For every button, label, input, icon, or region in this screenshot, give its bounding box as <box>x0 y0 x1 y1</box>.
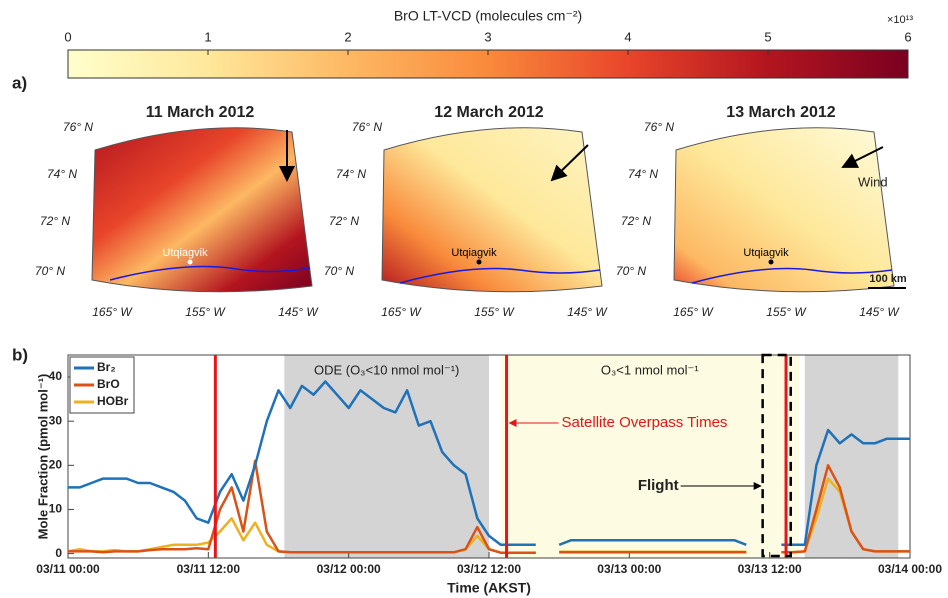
longitude-label: 155° W <box>185 305 226 319</box>
wind-arrow <box>550 144 589 182</box>
legend-label: BrO <box>97 377 120 391</box>
colorbar-tick-label: 4 <box>624 29 631 44</box>
latitude-label: 76° N <box>644 120 674 134</box>
wind-label: Wind <box>858 174 888 189</box>
longitude-label: 145° W <box>859 305 900 319</box>
latitude-label: 70° N <box>324 264 354 278</box>
x-tick-label: 03/14 00:00 <box>878 562 942 576</box>
colorbar-tick-label: 1 <box>204 29 211 44</box>
longitude-label: 145° W <box>278 305 319 319</box>
longitude-label: 145° W <box>567 305 608 319</box>
latitude-label: 74° N <box>336 167 366 181</box>
longitude-label: 155° W <box>766 305 807 319</box>
town-label: Utqiagvik <box>743 247 789 259</box>
latitude-label: 74° N <box>47 167 77 181</box>
x-tick-label: 03/12 12:00 <box>457 562 521 576</box>
colorbar-label: BrO LT-VCD (molecules cm⁻²) <box>394 8 582 24</box>
town-label: Utqiagvik <box>162 247 208 259</box>
map-title: 13 March 2012 <box>726 104 836 121</box>
y-tick-label: 40 <box>49 369 63 383</box>
panel-label: b) <box>12 345 28 364</box>
colorbar-tick-label: 3 <box>484 29 491 44</box>
flight-box <box>761 353 792 558</box>
x-tick-label: 03/13 12:00 <box>738 562 802 576</box>
latitude-label: 76° N <box>63 120 93 134</box>
coastline <box>691 267 893 284</box>
shaded-region <box>284 355 489 558</box>
map-panel <box>91 127 906 293</box>
coastline <box>399 267 601 284</box>
colorbar-tick-label: 2 <box>344 29 351 44</box>
map-title: 12 March 2012 <box>434 104 544 121</box>
longitude-label: 155° W <box>474 305 515 319</box>
latitude-label: 72° N <box>40 214 70 228</box>
latitude-label: 70° N <box>616 264 646 278</box>
colorbar-exponent: ×10¹³ <box>887 14 913 26</box>
x-tick-label: 03/12 00:00 <box>317 562 381 576</box>
y-tick-label: 10 <box>49 502 63 516</box>
wind-arrow <box>841 146 884 168</box>
overpass-label: Satellite Overpass Times <box>562 414 728 431</box>
region-label: O₃<1 nmol mol⁻¹ <box>601 362 699 377</box>
x-axis-label: Time (AKST) <box>447 580 531 596</box>
latitude-label: 74° N <box>628 167 658 181</box>
latitude-label: 72° N <box>621 214 651 228</box>
y-axis-label: Mole Fraction (pmol mol⁻¹) <box>35 374 50 540</box>
shaded-region <box>500 355 799 558</box>
town-marker <box>768 259 774 265</box>
series-line <box>68 380 910 547</box>
coastline <box>109 265 311 281</box>
latitude-label: 76° N <box>352 120 382 134</box>
longitude-label: 165° W <box>381 305 422 319</box>
latitude-label: 72° N <box>329 214 359 228</box>
colorbar-tick-label: 6 <box>904 29 911 44</box>
longitude-label: 165° W <box>673 305 714 319</box>
x-tick-label: 03/13 00:00 <box>597 562 661 576</box>
town-marker <box>476 259 482 265</box>
series-line <box>68 459 910 554</box>
longitude-label: 165° W <box>92 305 133 319</box>
map-frame <box>91 127 313 293</box>
town-marker <box>187 259 193 265</box>
region-label: ODE (O₃<10 nmol mol⁻¹) <box>314 362 459 377</box>
panel-label: a) <box>12 73 27 92</box>
scale-label: 100 km <box>869 273 907 285</box>
map-title: 11 March 2012 <box>146 104 255 121</box>
y-tick-label: 0 <box>55 546 62 560</box>
map-frame <box>381 127 603 293</box>
x-tick-label: 03/11 12:00 <box>177 562 241 576</box>
latitude-label: 70° N <box>35 264 65 278</box>
colorbar-tick-label: 0 <box>64 29 71 44</box>
colorbar-tick-label: 5 <box>764 29 771 44</box>
x-tick-label: 03/11 00:00 <box>36 562 100 576</box>
map-frame <box>673 127 895 293</box>
flight-label: Flight <box>638 477 679 494</box>
legend-label: Br₂ <box>97 360 116 374</box>
town-label: Utqiagvik <box>451 247 497 259</box>
y-tick-label: 20 <box>49 457 63 471</box>
y-tick-label: 30 <box>49 413 63 427</box>
legend-label: HOBr <box>97 394 129 408</box>
